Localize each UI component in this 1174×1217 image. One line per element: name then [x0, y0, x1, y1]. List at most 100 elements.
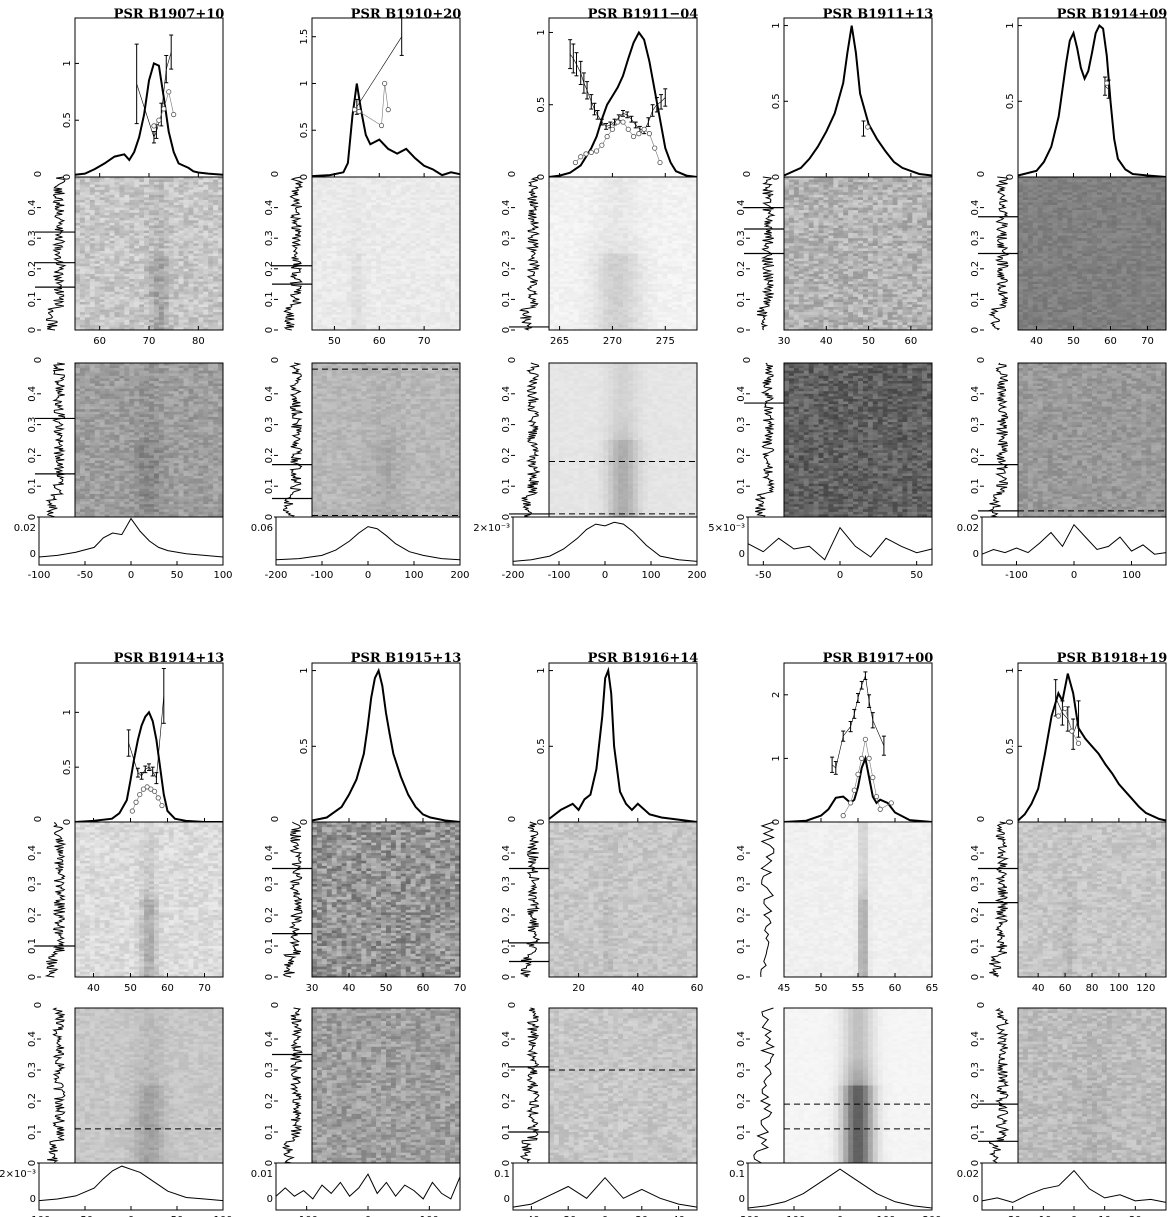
lrfs-pixel — [203, 185, 208, 188]
lrfs-pixel — [208, 251, 213, 254]
lrfs-pixel — [119, 192, 124, 195]
lrfs-pixel — [154, 208, 159, 211]
lrfs-pixel — [179, 233, 184, 236]
lrfs-pixel — [80, 210, 85, 213]
lrfs-pixel — [139, 248, 144, 251]
lrfs-pixel — [144, 197, 149, 200]
lrfs-pixel — [213, 197, 218, 200]
lrfs-pixel — [134, 251, 139, 254]
lrfs-pixel — [179, 190, 184, 193]
lrfs-pixel — [169, 215, 174, 218]
lrfs-pixel — [144, 213, 149, 216]
lrfs-pixel — [139, 213, 144, 216]
lrfs-pixel — [105, 251, 110, 254]
lrfs-pixel — [90, 190, 95, 193]
lrfs-pixel — [149, 218, 154, 221]
lrfs-pixel — [193, 248, 198, 251]
lrfs-pixel — [193, 203, 198, 206]
lrfs-pixel — [114, 205, 119, 208]
lrfs-pixel — [95, 238, 100, 241]
lrfs-pixel — [149, 236, 154, 239]
lrfs-pixel — [144, 241, 149, 244]
y-tick-label: 1 — [62, 60, 73, 66]
lrfs-pixel — [100, 180, 105, 183]
lrfs-pixel — [100, 238, 105, 241]
lrfs-pixel — [95, 228, 100, 231]
lrfs-pixel — [134, 192, 139, 195]
modulation-index-point — [171, 112, 175, 116]
lrfs-pixel — [159, 208, 164, 211]
lrfs-pixel — [134, 200, 139, 203]
lrfs-pixel — [75, 182, 80, 185]
lrfs-pixel — [188, 197, 193, 200]
lrfs-pixel — [85, 213, 90, 216]
lrfs-pixel — [124, 238, 129, 241]
lrfs-pixel — [184, 190, 189, 193]
lrfs-pixel — [154, 213, 159, 216]
lrfs-pixel — [105, 256, 110, 259]
lrfs-pixel — [129, 228, 134, 231]
lrfs-pixel — [80, 182, 85, 185]
lrfs-pixel — [159, 182, 164, 185]
lrfs-pixel — [203, 243, 208, 246]
lrfs-pixel — [203, 231, 208, 234]
lrfs-pixel — [149, 238, 154, 241]
lrfs-pixel — [119, 251, 124, 254]
lrfs-pixel — [184, 192, 189, 195]
lrfs-pixel — [213, 208, 218, 211]
lrfs-pixel — [154, 233, 159, 236]
lrfs-pixel — [179, 205, 184, 208]
lrfs-pixel — [188, 220, 193, 223]
lrfs-pixel — [164, 195, 169, 198]
lrfs-pixel — [95, 197, 100, 200]
lrfs-pixel — [134, 241, 139, 244]
lrfs-pixel — [114, 180, 119, 183]
lrfs-pixel — [159, 185, 164, 188]
lrfs-pixel — [164, 187, 169, 190]
lrfs-pixel — [193, 225, 198, 228]
lrfs-pixel — [169, 236, 174, 239]
lrfs-pixel — [85, 254, 90, 257]
lrfs-pixel — [124, 192, 129, 195]
lrfs-pixel — [80, 231, 85, 234]
lrfs-pixel — [159, 180, 164, 183]
lrfs-pixel — [149, 195, 154, 198]
lrfs-pixel — [198, 243, 203, 246]
lrfs-pixel — [184, 238, 189, 241]
lrfs-pixel — [179, 185, 184, 188]
lrfs-pixel — [174, 246, 179, 249]
lrfs-pixel — [149, 192, 154, 195]
lrfs-pixel — [164, 220, 169, 223]
lrfs-pixel — [213, 203, 218, 206]
lrfs-pixel — [144, 180, 149, 183]
lrfs-pixel — [154, 256, 159, 259]
lrfs-pixel — [105, 246, 110, 249]
lrfs-pixel — [169, 241, 174, 244]
lrfs-pixel — [149, 215, 154, 218]
lrfs-pixel — [114, 246, 119, 249]
lrfs-pixel — [159, 203, 164, 206]
lrfs-pixel — [208, 187, 213, 190]
lrfs-pixel — [144, 246, 149, 249]
lrfs-pixel — [105, 238, 110, 241]
lrfs-pixel — [159, 231, 164, 234]
lrfs-pixel — [159, 246, 164, 249]
lrfs-pixel — [164, 251, 169, 254]
lrfs-pixel — [114, 200, 119, 203]
lrfs-pixel — [119, 256, 124, 259]
lrfs-pixel — [188, 246, 193, 249]
lrfs-pixel — [80, 254, 85, 257]
lrfs-pixel — [100, 190, 105, 193]
lrfs-pixel — [159, 190, 164, 193]
lrfs-pixel — [203, 256, 208, 259]
lrfs-pixel — [85, 238, 90, 241]
lrfs-pixel — [134, 210, 139, 213]
lrfs-pixel — [144, 236, 149, 239]
lrfs-pixel — [184, 233, 189, 236]
modulation-index-point — [157, 118, 161, 122]
lrfs-pixel — [144, 248, 149, 251]
lrfs-pixel — [139, 233, 144, 236]
lrfs-pixel — [203, 200, 208, 203]
lrfs-pixel — [159, 236, 164, 239]
lrfs-pixel — [174, 185, 179, 188]
